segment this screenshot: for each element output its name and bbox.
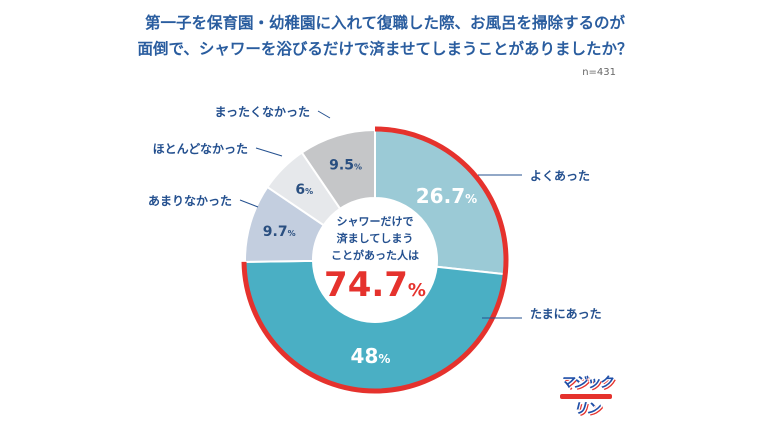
center-value: 74.7% [324, 265, 426, 305]
leader-line-2 [239, 199, 259, 208]
center-hole [313, 198, 437, 322]
center-line-2: 済ましてしまう [337, 231, 414, 245]
title-line-1: 第一子を保育園・幼稚園に入れて復職した際、お風呂を掃除するのが [144, 14, 626, 32]
center-text: シャワーだけで 済ましてしまう ことがあった人は 74.7% [324, 215, 426, 305]
value-labels: 26.7% 48% 9.7% 6% 9.5% [263, 157, 477, 368]
value-label-4: 9.5% [329, 157, 362, 173]
center-line-3: ことがあった人は [331, 248, 419, 262]
leader-line-4 [317, 110, 331, 119]
logo-underline [560, 394, 612, 399]
logo-text: マジックリン [560, 375, 613, 417]
leader-line-3 [255, 147, 283, 157]
category-label-2: あまりなかった [148, 194, 232, 208]
sample-size: n=431 [582, 67, 616, 78]
value-label-2: 9.7% [263, 224, 296, 240]
category-label-1: たまにあった [530, 307, 602, 321]
brand-logo: マジックリン [556, 370, 616, 417]
value-label-0: 26.7% [416, 184, 477, 208]
center-value-unit: % [408, 280, 426, 301]
leader-lines [239, 110, 522, 319]
center-line-1: シャワーだけで [337, 215, 414, 228]
value-label-1: 48% [351, 344, 391, 368]
value-label-3: 6% [295, 182, 313, 198]
center-value-number: 74.7 [324, 265, 408, 305]
highlight-arc [241, 126, 509, 394]
category-label-4: まったくなかった [214, 105, 310, 119]
category-label-3: ほとんどなかった [153, 142, 248, 156]
category-label-0: よくあった [530, 169, 590, 183]
chart-title: 第一子を保育園・幼稚園に入れて復職した際、お風呂を掃除するのが 面倒で、シャワー… [0, 10, 770, 62]
title-line-2: 面倒で、シャワーを浴びるだけで済ませてしまうことがありましたか？ [137, 40, 633, 58]
